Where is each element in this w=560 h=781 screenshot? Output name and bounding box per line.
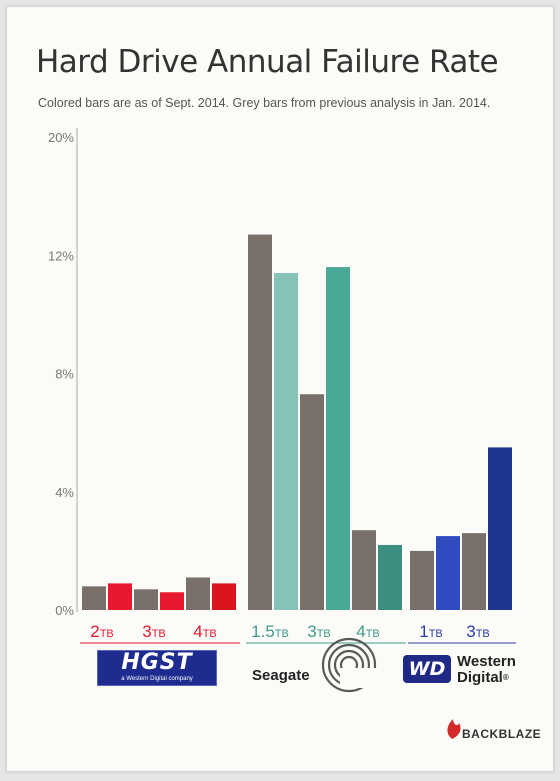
category-label: 3TB — [142, 622, 166, 641]
grey-bar — [300, 394, 324, 610]
category-unit: TB — [429, 628, 443, 640]
category-size: 1 — [419, 622, 428, 641]
y-tick-label: 12% — [48, 248, 74, 263]
hgst-logo: HGST a Western Digital company — [97, 650, 217, 686]
category-unit: TB — [203, 628, 217, 640]
hgst-logo-tagline: a Western Digital company — [121, 676, 193, 682]
y-tick-label: 0% — [55, 603, 74, 618]
category-size: 3 — [307, 622, 316, 641]
wd-logo-line1: Western — [457, 653, 516, 670]
backblaze-logo-text: BACKBLAZE — [462, 727, 542, 741]
category-label: 2TB — [90, 622, 114, 641]
y-tick-label: 20% — [48, 130, 74, 145]
seagate-swirl-icon — [321, 637, 377, 693]
grey-bar — [186, 577, 210, 610]
grey-bar — [82, 586, 106, 610]
color-bar — [274, 272, 298, 610]
wd-logo-reg: ® — [502, 673, 509, 682]
category-size: 2 — [90, 622, 99, 641]
category-size: 1.5 — [251, 622, 275, 641]
color-bar — [436, 536, 460, 610]
chart-subtitle: Colored bars are as of Sept. 2014. Grey … — [38, 96, 491, 110]
category-unit: TB — [100, 628, 114, 640]
category-label: 4TB — [356, 622, 380, 641]
color-bar — [326, 267, 350, 610]
color-bar — [108, 583, 132, 610]
category-unit: TB — [152, 628, 166, 640]
seagate-logo-text: Seagate — [252, 667, 310, 684]
grey-bar — [134, 589, 158, 610]
hgst-logo-text: HGST — [121, 650, 193, 675]
wd-logo-text: Western Digital® — [457, 654, 516, 686]
category-size: 4 — [193, 622, 202, 641]
category-label: 1.5TB — [251, 622, 289, 641]
backblaze-flame-icon — [447, 719, 461, 739]
chart-title: Hard Drive Annual Failure Rate — [36, 44, 499, 80]
category-label: 4TB — [193, 622, 217, 641]
wd-logo-line2: Digital — [457, 669, 503, 686]
grey-bar — [352, 530, 376, 610]
category-unit: TB — [476, 628, 490, 640]
wd-logo-mark: WD — [403, 655, 451, 683]
y-tick-label: 4% — [55, 485, 74, 500]
category-unit: TB — [275, 628, 289, 640]
category-size: 3 — [142, 622, 151, 641]
color-bar — [212, 583, 236, 610]
category-size: 4 — [356, 622, 365, 641]
category-label: 3TB — [307, 622, 331, 641]
color-bar — [160, 592, 184, 610]
category-unit: TB — [317, 628, 331, 640]
seagate-swirl-cutout — [340, 668, 385, 688]
category-size: 3 — [466, 622, 475, 641]
category-label: 3TB — [466, 622, 490, 641]
y-tick-label: 8% — [55, 367, 74, 382]
grey-bar — [410, 550, 434, 610]
category-unit: TB — [366, 628, 380, 640]
color-bar — [488, 447, 512, 610]
grey-bar — [462, 533, 486, 610]
grey-bar — [248, 234, 272, 610]
color-bar — [378, 544, 402, 610]
category-label: 1TB — [419, 622, 443, 641]
